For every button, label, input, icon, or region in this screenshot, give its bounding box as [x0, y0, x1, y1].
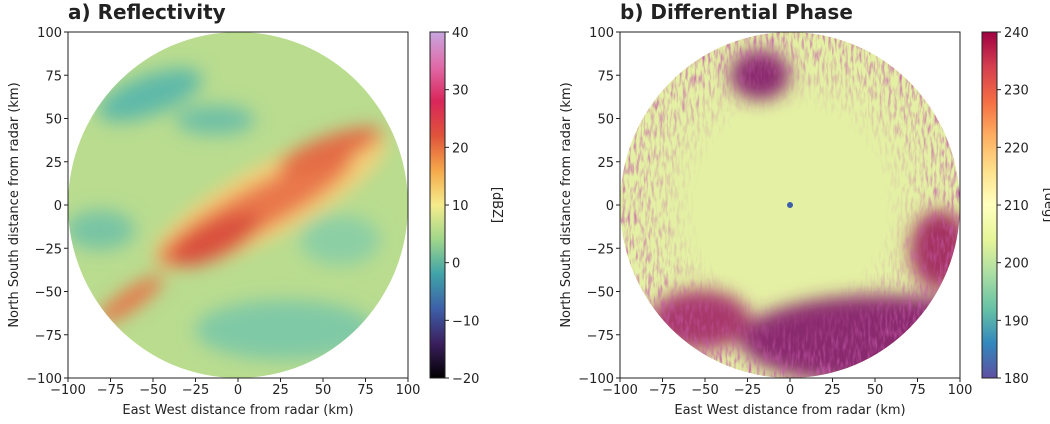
colorbar-tick-label: 210 [1004, 199, 1029, 214]
x-tick-label: −75 [97, 383, 124, 398]
y-tick-label: 0 [606, 199, 614, 214]
x-tick-label: 50 [315, 383, 332, 398]
phase-field [620, 32, 960, 378]
y-tick-label: −50 [35, 286, 62, 301]
y-tick-label: −75 [587, 329, 614, 344]
x-tick-label: −100 [50, 383, 86, 398]
x-tick-label: −75 [649, 383, 676, 398]
reflectivity-field [68, 32, 408, 378]
x-tick-label: 75 [357, 383, 374, 398]
colorbar-tick-label: −20 [452, 372, 479, 387]
y-tick-label: −75 [35, 329, 62, 344]
x-tick-label: 50 [867, 383, 884, 398]
x-tick-label: 25 [824, 383, 841, 398]
y-tick-label: 25 [45, 156, 62, 171]
x-tick-label: 100 [948, 383, 973, 398]
y-tick-label: 100 [589, 26, 614, 41]
colorbar [981, 31, 998, 379]
x-tick-label: 0 [786, 383, 794, 398]
x-axis-label: East West distance from radar (km) [122, 403, 353, 418]
y-tick-label: 50 [597, 113, 614, 128]
x-tick-label: −50 [691, 383, 718, 398]
y-tick-label: −25 [587, 242, 614, 257]
x-tick-label: 25 [272, 383, 289, 398]
colorbar-tick-label: 240 [1004, 26, 1029, 41]
x-tick-label: −50 [139, 383, 166, 398]
y-axis-label: North South distance from radar (km) [7, 82, 22, 327]
y-tick-label: −50 [587, 286, 614, 301]
y-tick-label: 75 [597, 69, 614, 84]
x-tick-label: −100 [602, 383, 638, 398]
colorbar-tick-label: 180 [1004, 372, 1029, 387]
x-tick-label: −25 [182, 383, 209, 398]
colorbar-tick-label: 0 [452, 257, 460, 272]
colorbar-tick-label: 190 [1004, 314, 1029, 329]
colorbar-tick-label: 220 [1004, 141, 1029, 156]
colorbar-tick-label: 20 [452, 141, 469, 156]
y-tick-label: −100 [26, 372, 62, 387]
chart-title: a) Reflectivity [68, 0, 226, 24]
x-axis-label: East West distance from radar (km) [674, 403, 905, 418]
y-tick-label: 0 [54, 199, 62, 214]
colorbar-tick-label: 230 [1004, 84, 1029, 99]
x-tick-label: −25 [734, 383, 761, 398]
x-tick-label: 100 [396, 383, 421, 398]
x-tick-label: 0 [234, 383, 242, 398]
colorbar-tick-label: 30 [452, 84, 469, 99]
y-tick-label: −100 [578, 372, 614, 387]
y-tick-label: −25 [35, 242, 62, 257]
y-axis-label: North South distance from radar (km) [559, 82, 574, 327]
colorbar-label: [dBZ] [489, 187, 504, 223]
colorbar-label: [deg] [1041, 188, 1050, 223]
y-tick-label: 50 [45, 113, 62, 128]
chart-title: b) Differential Phase [620, 0, 853, 24]
colorbar [429, 31, 446, 379]
x-tick-label: 75 [909, 383, 926, 398]
colorbar-tick-label: 10 [452, 199, 469, 214]
colorbar-tick-label: 200 [1004, 257, 1029, 272]
colorbar-tick-label: 40 [452, 26, 469, 41]
y-tick-label: 100 [37, 26, 62, 41]
y-tick-label: 25 [597, 156, 614, 171]
y-tick-label: 75 [45, 69, 62, 84]
colorbar-tick-label: −10 [452, 314, 479, 329]
